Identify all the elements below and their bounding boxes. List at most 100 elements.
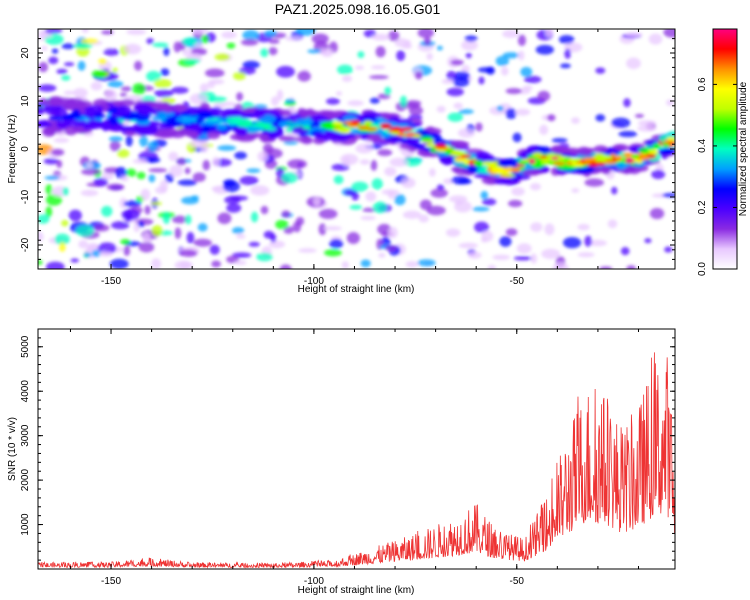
heat-blob (268, 39, 280, 44)
heat-blob (365, 126, 379, 131)
heat-blob (181, 196, 199, 205)
heat-blob (496, 105, 504, 112)
heat-blob (341, 261, 349, 269)
heat-blob (371, 132, 381, 143)
heat-blob (501, 174, 516, 178)
heat-blob (103, 48, 120, 56)
heat-blob (666, 136, 675, 142)
heat-blob (151, 258, 162, 269)
heat-blob (146, 37, 154, 45)
heat-blob (260, 133, 270, 143)
heat-blob (257, 151, 269, 162)
heat-blob (91, 69, 107, 78)
heat-blob (90, 81, 103, 91)
heat-blob (147, 120, 161, 127)
heat-blob (325, 97, 340, 105)
heat-blob (301, 136, 313, 145)
heat-blob (246, 168, 261, 173)
heat-blob (169, 165, 184, 177)
heat-blob (110, 221, 130, 230)
heat-blob (547, 114, 556, 122)
heat-blob (412, 143, 425, 149)
heat-blob (530, 222, 543, 232)
heat-blob (378, 252, 386, 258)
heat-blob (132, 158, 149, 164)
heat-blob (371, 178, 383, 190)
heat-blob (405, 261, 419, 268)
heat-blob (109, 116, 119, 126)
heat-blob (501, 66, 509, 76)
heat-blob (186, 231, 195, 244)
heat-blob (507, 199, 523, 208)
heat-blob (505, 88, 522, 95)
heat-blob (43, 158, 59, 165)
heat-blob (38, 121, 53, 128)
heat-blob (454, 157, 469, 163)
heat-blob (45, 261, 65, 269)
heat-blob (511, 187, 525, 196)
heat-blob (211, 186, 223, 191)
heat-blob (552, 262, 569, 269)
heat-blob (502, 29, 520, 39)
heat-blob (232, 227, 245, 234)
heat-blob (535, 44, 554, 55)
heat-blob (473, 173, 490, 179)
heat-blob (426, 52, 433, 61)
heat-blob (260, 205, 269, 215)
heat-blob (402, 134, 414, 138)
heat-blob (399, 95, 408, 108)
heat-blob (558, 34, 575, 45)
heat-blob (461, 40, 478, 51)
y-tick-label: -10 (20, 189, 31, 204)
heat-blob (250, 185, 270, 196)
heat-blob (615, 155, 623, 162)
heat-blob (78, 103, 88, 109)
heat-blob (206, 130, 221, 140)
heat-blob (133, 60, 143, 71)
y-tick-label: -20 (20, 237, 31, 252)
heat-blob (163, 46, 170, 57)
heat-blob (234, 260, 247, 265)
heat-blob (295, 216, 305, 226)
heat-blob (138, 241, 155, 253)
heat-blob (207, 96, 227, 103)
heat-blob (54, 233, 70, 245)
heat-blob (610, 153, 617, 158)
heat-blob (577, 223, 590, 231)
heat-blob (67, 103, 81, 109)
heat-blob (202, 119, 220, 126)
heat-blob (145, 157, 161, 164)
heat-blob (250, 211, 259, 223)
heat-blob (116, 105, 132, 116)
heat-blob (337, 133, 350, 142)
heat-blob (268, 47, 278, 56)
heat-blob (253, 108, 266, 119)
heat-blob (71, 108, 81, 118)
heat-blob (403, 136, 421, 145)
heat-blob (505, 108, 517, 120)
heat-blob (336, 126, 349, 133)
heat-blob (279, 264, 292, 269)
heat-blob (94, 224, 110, 232)
heat-blob (401, 177, 416, 189)
heat-blob (226, 42, 236, 49)
heat-blob (197, 223, 208, 232)
heat-blob (276, 65, 295, 78)
heat-blob (584, 235, 593, 247)
heat-blob (108, 136, 123, 142)
heat-blob (662, 193, 675, 198)
heat-blob (457, 128, 476, 138)
heat-blob (307, 49, 322, 54)
heat-blob (355, 143, 374, 154)
heat-blob (443, 178, 454, 185)
heat-blob (458, 242, 479, 249)
heat-blob (417, 29, 434, 38)
heat-blob (236, 92, 244, 102)
heat-blob (104, 89, 118, 101)
heat-blob (426, 152, 440, 158)
heat-blob (156, 131, 174, 139)
heat-blob (101, 205, 113, 217)
heat-blob (611, 117, 631, 128)
heat-blob (518, 50, 525, 61)
colorbar-tick-label: 0.4 (697, 139, 708, 153)
